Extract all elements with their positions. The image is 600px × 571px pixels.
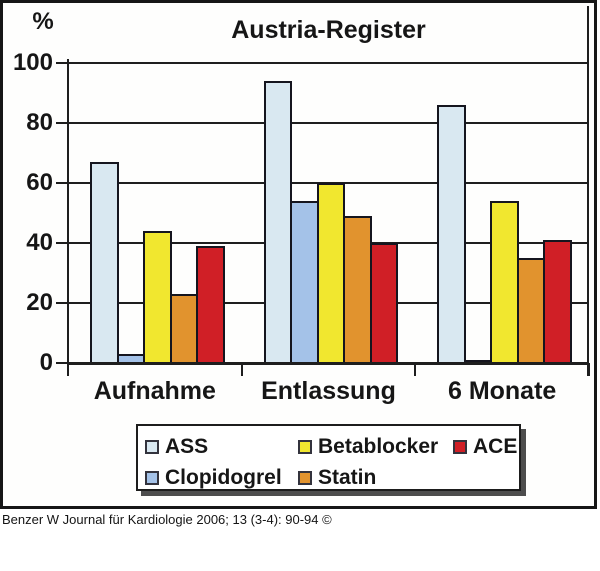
legend-swatch-ace bbox=[453, 440, 467, 454]
x-axis-tick bbox=[414, 363, 417, 376]
legend-item-ass: ASS bbox=[145, 434, 208, 460]
bar-ace-2 bbox=[369, 243, 399, 365]
category-label: Aufnahme bbox=[93, 377, 216, 405]
chart-frame: % Austria-Register 100 80 60 40 20 0 Aufnahme E… bbox=[0, 0, 597, 509]
gridline bbox=[68, 122, 589, 124]
plot-right-border bbox=[587, 6, 589, 376]
gridline bbox=[68, 62, 589, 64]
y-tick-label: 80 bbox=[26, 109, 53, 136]
legend-label: ACE bbox=[473, 435, 518, 458]
legend-swatch-statin bbox=[298, 471, 312, 485]
y-axis-line bbox=[67, 59, 69, 376]
y-axis-tick bbox=[56, 122, 69, 124]
legend-item-ace: ACE bbox=[453, 434, 517, 460]
category-label: Entlassung bbox=[261, 377, 396, 405]
bar-betablocker-2 bbox=[316, 183, 346, 365]
y-axis-unit-label: % bbox=[32, 8, 54, 35]
citation-text: Benzer W Journal für Kardiologie 2006; 1… bbox=[2, 512, 332, 527]
y-axis-tick bbox=[56, 362, 69, 364]
bar-clopidogrel-2 bbox=[290, 201, 319, 365]
bar-betablocker-1 bbox=[143, 231, 172, 365]
bar-ass-3 bbox=[437, 105, 466, 365]
legend-label: Clopidogrel bbox=[165, 466, 282, 489]
legend-item-clopidogrel: Clopidogrel bbox=[145, 465, 282, 491]
y-tick-label: 40 bbox=[26, 229, 53, 256]
legend-swatch-ass bbox=[145, 440, 159, 454]
y-tick-label: 100 bbox=[12, 49, 53, 76]
y-tick-label: 60 bbox=[26, 169, 53, 196]
bar-statin-1 bbox=[169, 294, 198, 365]
legend-label: ASS bbox=[165, 435, 209, 458]
bar-ass-2 bbox=[263, 81, 293, 365]
x-axis-line bbox=[68, 362, 589, 365]
bar-ace-1 bbox=[196, 246, 225, 365]
y-axis-tick bbox=[56, 182, 69, 184]
y-tick-label: 20 bbox=[26, 289, 53, 316]
bar-statin-2 bbox=[343, 216, 372, 365]
y-axis-tick bbox=[56, 242, 69, 244]
legend-swatch-clopidogrel bbox=[145, 471, 159, 485]
y-tick-label: 0 bbox=[39, 349, 53, 376]
y-axis-tick bbox=[56, 62, 69, 64]
legend-box: ASS Betablocker ACE Clopidogrel Statin bbox=[136, 424, 521, 491]
legend-item-betablocker: Betablocker bbox=[298, 434, 438, 460]
chart-title: Austria-Register bbox=[231, 16, 426, 44]
legend-item-statin: Statin bbox=[298, 465, 376, 491]
legend-swatch-betablocker bbox=[298, 440, 312, 454]
bar-ass-1 bbox=[90, 162, 119, 365]
x-axis-tick bbox=[588, 363, 590, 376]
x-axis-tick bbox=[67, 363, 69, 376]
category-label: 6 Monate bbox=[447, 377, 557, 405]
bar-statin-3 bbox=[516, 258, 546, 365]
x-axis-tick bbox=[240, 363, 243, 376]
y-axis-tick bbox=[56, 302, 69, 304]
legend-label: Betablocker bbox=[318, 435, 439, 458]
legend-label: Statin bbox=[318, 466, 377, 489]
bar-ace-3 bbox=[543, 240, 572, 365]
bar-betablocker-3 bbox=[490, 201, 519, 365]
